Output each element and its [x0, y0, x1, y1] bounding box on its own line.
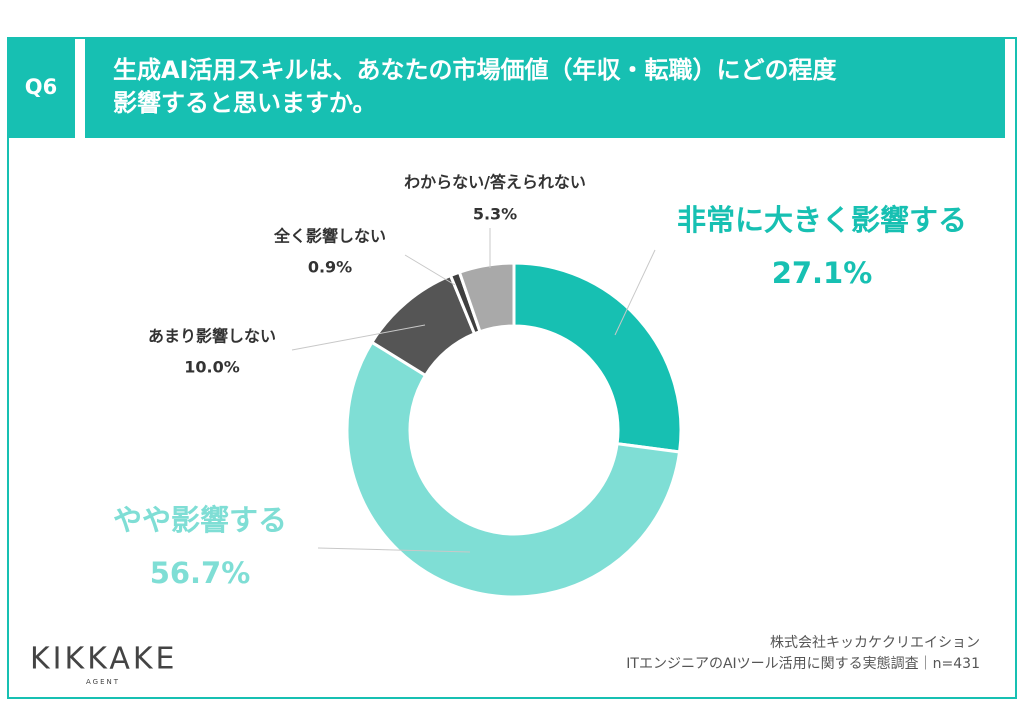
category-label: 非常に大きく影響する: [677, 203, 967, 237]
title-box: [85, 38, 1005, 138]
value-label: 5.3%: [473, 205, 517, 224]
value-label: 0.9%: [308, 258, 352, 277]
footer-text: ITエンジニアのAIツール活用に関する実態調査｜n=431: [626, 656, 980, 672]
question-box: [8, 38, 75, 138]
category-label: 全く影響しない: [273, 227, 386, 246]
value-label: 10.0%: [184, 358, 240, 377]
donut-segment: [457, 261, 516, 334]
donut-segment: [512, 261, 683, 454]
leader-line: [614, 249, 656, 336]
logo: KIKKAKE: [30, 642, 178, 677]
category-label: あまり影響しない: [148, 327, 276, 346]
leader-line: [404, 254, 456, 286]
footer-text: 株式会社キッカケクリエイション: [770, 635, 980, 651]
value-label: 56.7%: [150, 556, 251, 590]
leader-line: [291, 324, 426, 351]
category-label: やや影響する: [113, 503, 287, 537]
title-line: 生成AI活用スキルは、あなたの市場価値（年収・転職）にどの程度: [113, 56, 838, 84]
donut-chart: 非常に大きく影響する 27.1% やや影響する 56.7% あまり影響しない 10.0% 全…: [113, 173, 967, 599]
category-label: わからない/答えられない: [404, 173, 586, 192]
donut-segment: [345, 340, 682, 599]
leader-line: [317, 547, 471, 553]
title-line: 影響すると思いますか。: [113, 89, 377, 117]
logo-sub: AGENT: [86, 678, 120, 686]
value-label: 27.1%: [772, 256, 873, 290]
question-label: Q6: [25, 75, 57, 99]
